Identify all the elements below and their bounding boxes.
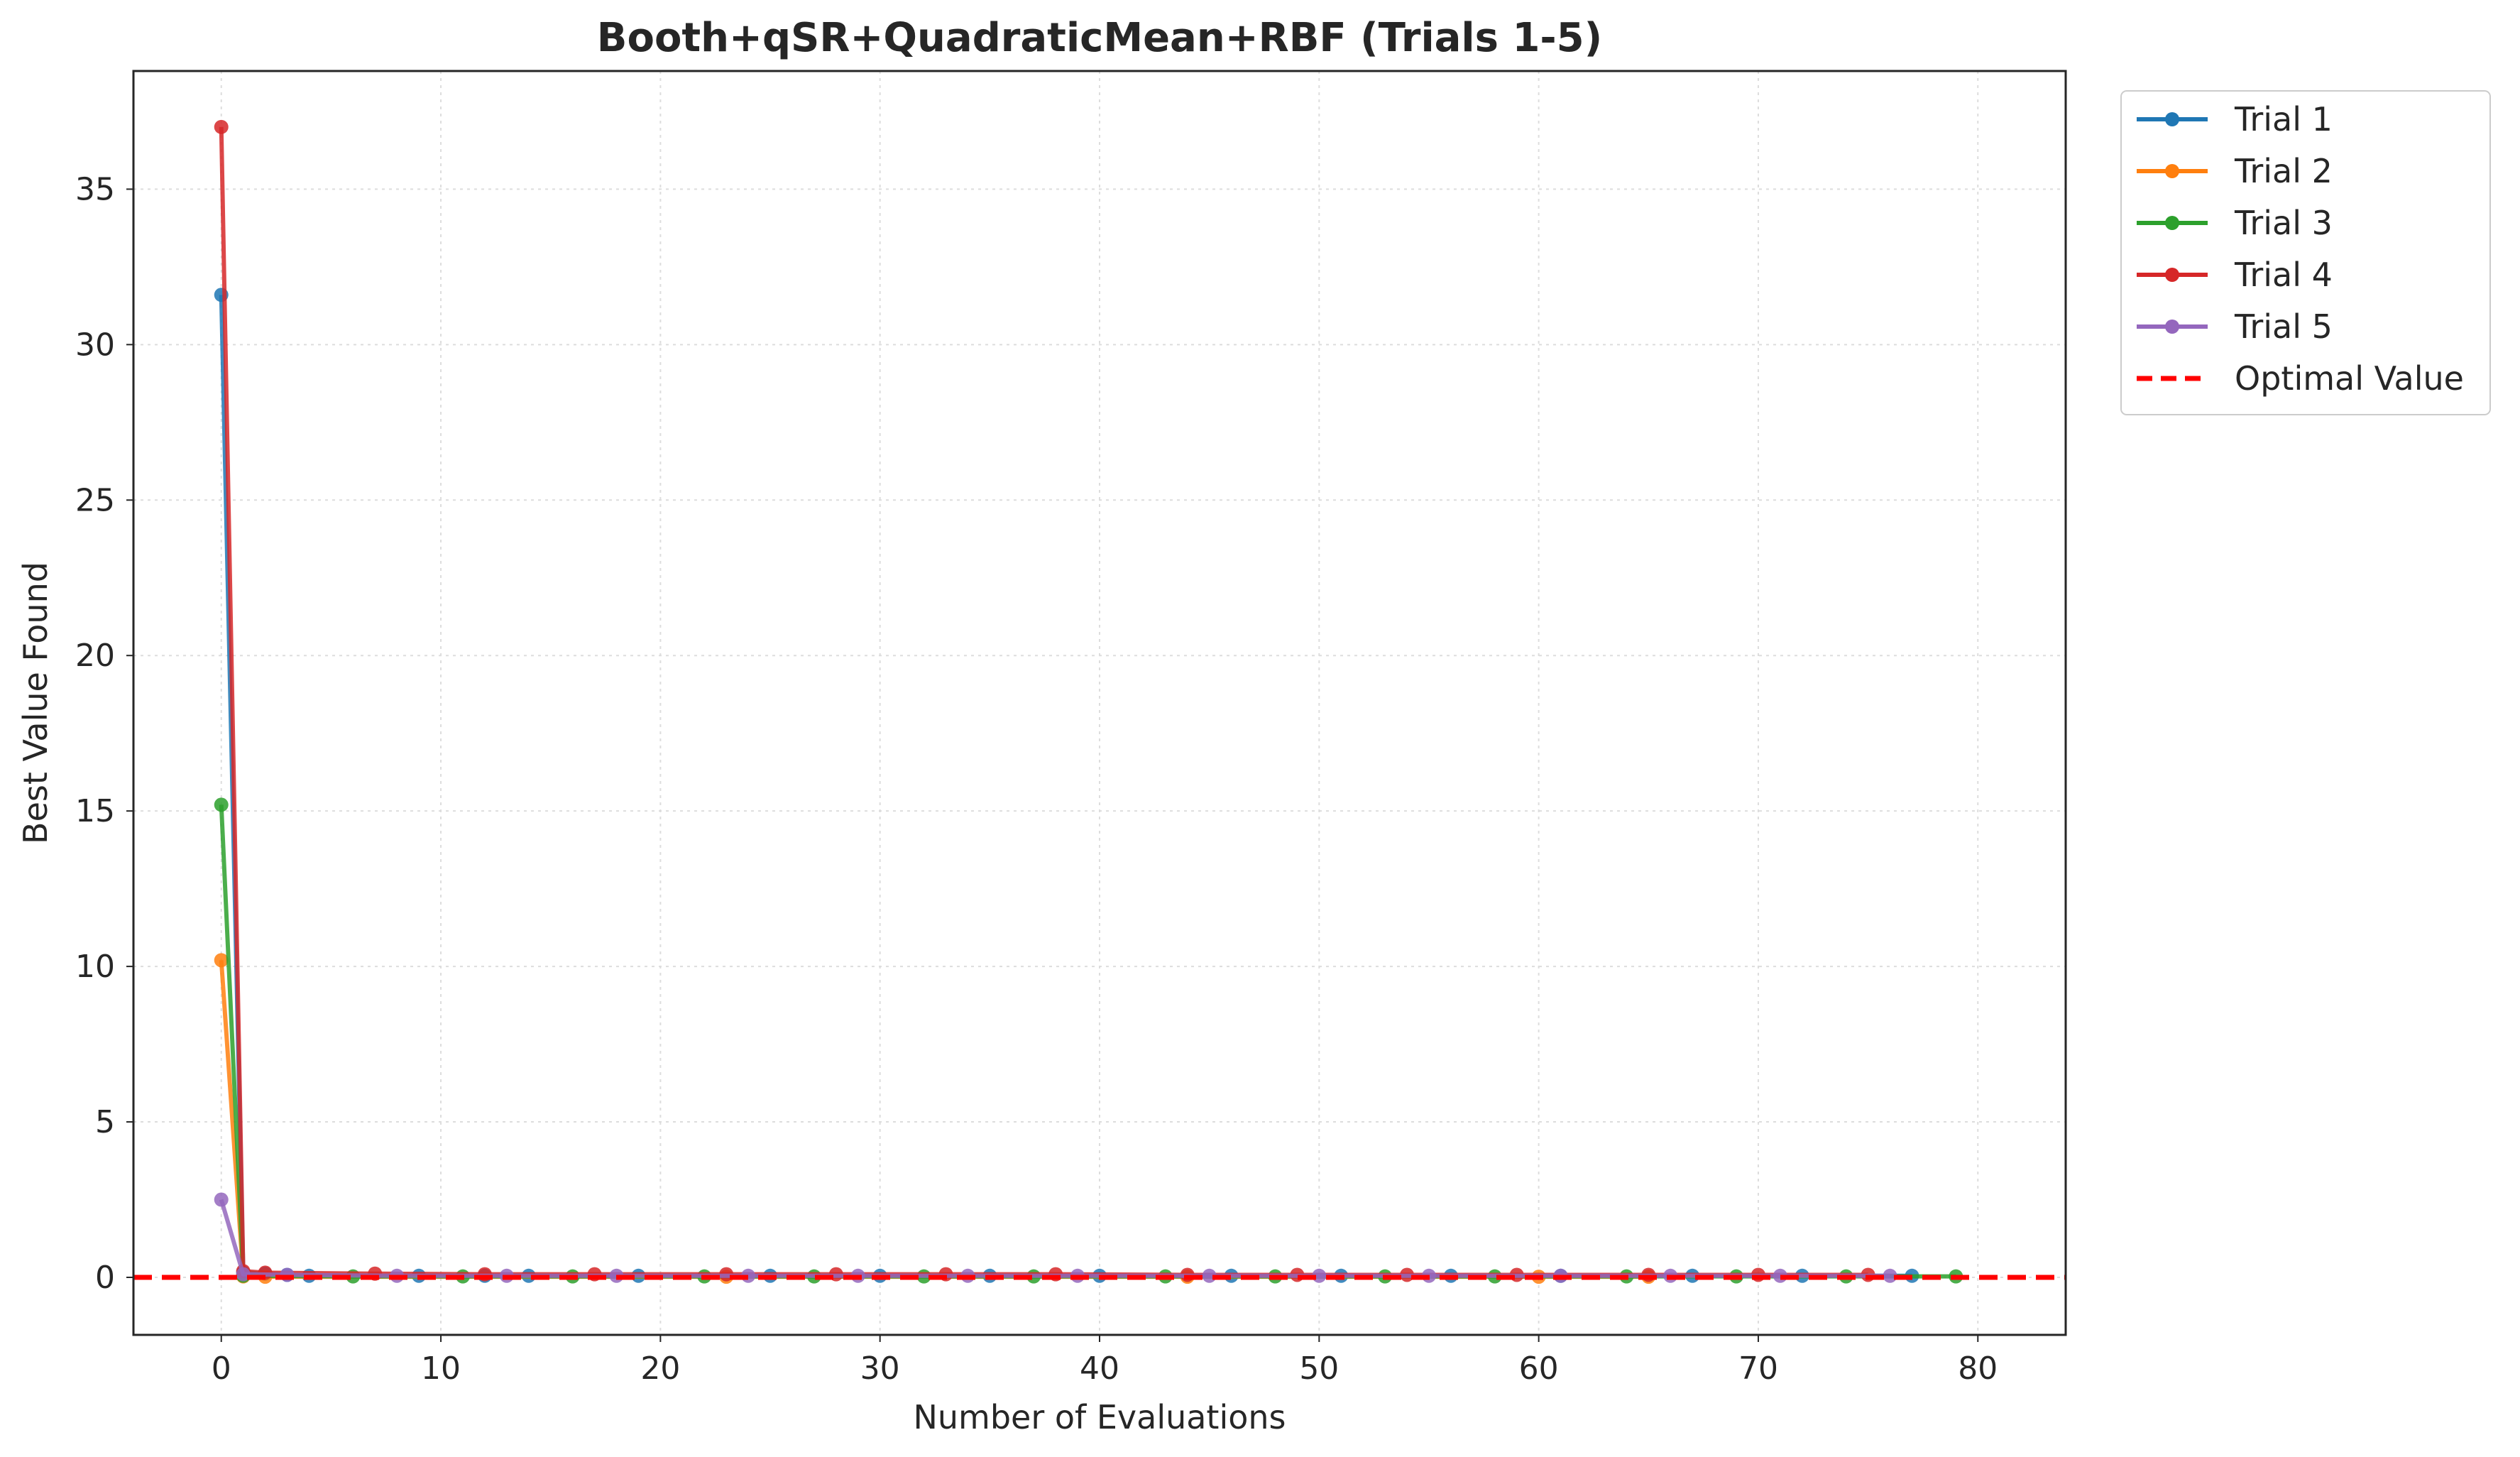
- y-tick-label: 20: [75, 638, 115, 674]
- legend-marker: [2165, 216, 2179, 230]
- y-tick-label: 15: [75, 793, 115, 829]
- legend-label: Optimal Value: [2235, 359, 2464, 398]
- x-axis-ticks: 0 10 20 30 40 50 60 70 80: [212, 1335, 1998, 1387]
- data-point: [214, 953, 229, 968]
- y-axis-label: Best Value Found: [16, 562, 55, 844]
- legend-marker: [2165, 268, 2179, 282]
- legend-item: Trial 1: [2137, 100, 2333, 138]
- series-trial-2: [214, 953, 1656, 1284]
- legend-label: Trial 2: [2234, 152, 2333, 190]
- legend-marker: [2165, 112, 2179, 126]
- series-line: [219, 126, 1868, 1277]
- x-tick-label: 50: [1299, 1350, 1339, 1387]
- x-tick-label: 0: [212, 1350, 231, 1387]
- x-tick-label: 40: [1080, 1350, 1119, 1387]
- legend: Trial 1 Trial 2 Trial 3 Trial 4 Trial 5 Optim…: [2120, 90, 2491, 415]
- x-tick-label: 80: [1958, 1350, 1998, 1387]
- data-point: [214, 1192, 229, 1207]
- series-trial-1: [214, 288, 1919, 1283]
- y-axis-ticks: 0 5 10 15 20 25 30 35: [75, 171, 133, 1296]
- x-tick-label: 20: [640, 1350, 680, 1387]
- series-line: [219, 960, 1649, 1279]
- series-line: [219, 1199, 1890, 1278]
- data-point: [236, 1267, 251, 1282]
- legend-item: Trial 3: [2137, 204, 2333, 242]
- legend-marker: [2165, 164, 2179, 178]
- legend-item: Optimal Value: [2137, 359, 2464, 398]
- legend-item: Trial 4: [2137, 256, 2333, 294]
- legend-label: Trial 3: [2234, 204, 2333, 242]
- x-tick-label: 70: [1738, 1350, 1778, 1387]
- series-line: [219, 295, 1912, 1278]
- legend-box: [2120, 90, 2491, 415]
- y-tick-label: 30: [75, 327, 115, 363]
- chart-title: Booth+qSR+QuadraticMean+RBF (Trials 1-5): [597, 15, 1602, 61]
- grid: [133, 71, 2066, 1335]
- x-tick-label: 10: [421, 1350, 461, 1387]
- y-tick-label: 10: [75, 949, 115, 985]
- y-tick-label: 25: [75, 482, 115, 518]
- series-line: [219, 804, 1956, 1279]
- legend-item: Trial 5: [2137, 307, 2333, 346]
- y-tick-label: 35: [75, 171, 115, 207]
- series-trial-4: [214, 119, 1875, 1282]
- y-tick-label: 5: [95, 1104, 115, 1140]
- series-group: [133, 119, 2066, 1284]
- x-axis-label: Number of Evaluations: [913, 1398, 1286, 1436]
- plot-frame: [132, 70, 2067, 1336]
- data-point: [1883, 1268, 1897, 1283]
- x-tick-label: 30: [860, 1350, 900, 1387]
- y-tick-label: 0: [95, 1260, 115, 1296]
- x-tick-label: 60: [1519, 1350, 1559, 1387]
- legend-marker: [2165, 320, 2179, 334]
- data-point: [214, 119, 229, 134]
- legend-label: Trial 1: [2234, 100, 2333, 138]
- data-point: [214, 797, 229, 812]
- series-trial-3: [214, 797, 1963, 1284]
- legend-label: Trial 4: [2234, 256, 2333, 294]
- legend-label: Trial 5: [2234, 307, 2333, 346]
- legend-item: Trial 2: [2137, 152, 2333, 190]
